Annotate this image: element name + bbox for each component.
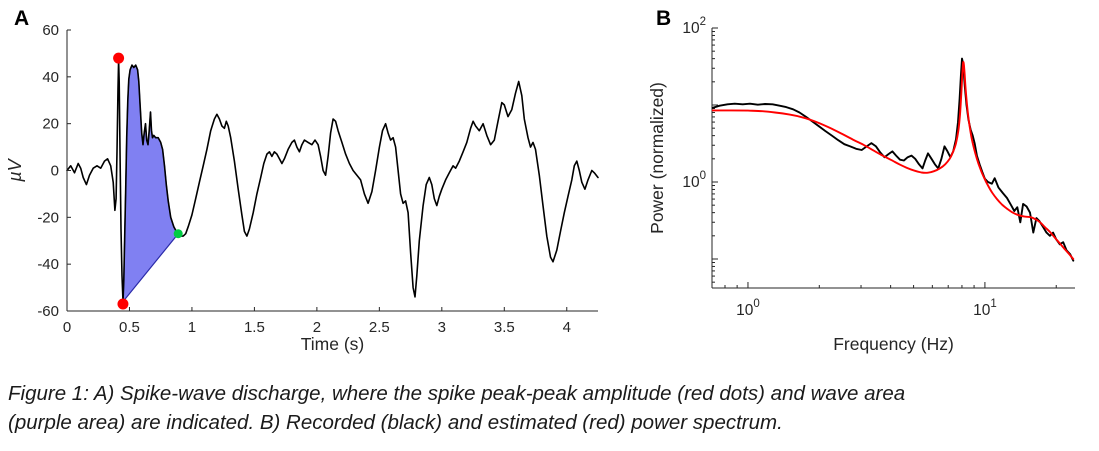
panel-a-ylabel: µV bbox=[5, 157, 25, 182]
panel-a-xtick-label: 3.5 bbox=[494, 319, 515, 336]
estimated-spectrum-line bbox=[711, 61, 1075, 260]
caption-line-1: Figure 1: A) Spike-wave discharge, where… bbox=[8, 382, 906, 405]
panel-a-xtick-label: 4 bbox=[563, 319, 571, 336]
panel-a-xlabel: Time (s) bbox=[301, 334, 365, 354]
spike-peak-dot bbox=[113, 52, 125, 64]
panel-b-chart: 100 101 100 102 Frequency (Hz) Power (normali… bbox=[647, 16, 1075, 354]
panel-b-axes bbox=[711, 27, 1075, 289]
panel-b-xlabel: Frequency (Hz) bbox=[833, 334, 954, 354]
panel-b-ylabel: Power (normalized) bbox=[647, 82, 667, 234]
eeg-trace bbox=[66, 59, 599, 303]
panel-a-ytick-label: -20 bbox=[37, 209, 59, 226]
caption-line-2: (purple area) are indicated. B) Recorded… bbox=[8, 411, 783, 434]
wave-area-fill bbox=[122, 64, 179, 303]
panel-a-xtick-label: 0.5 bbox=[119, 319, 140, 336]
panel-b-ytick-label: 100 bbox=[682, 170, 706, 191]
panel-a-chart: 0 0.5 1 1.5 2 2.5 3 3.5 4 -60 -40 -20 0 20 40 60 Time (s… bbox=[5, 22, 599, 354]
panel-a-xtick-label: 3 bbox=[438, 319, 446, 336]
panel-b-ytick-label: 102 bbox=[682, 16, 706, 37]
spike-trough-dot bbox=[117, 298, 129, 310]
panel-a-ytick-label: 20 bbox=[42, 116, 59, 133]
recorded-spectrum-line bbox=[711, 57, 1075, 262]
panel-a-ytick-label: -60 bbox=[37, 303, 59, 320]
panel-a-ytick-label: 40 bbox=[42, 69, 59, 86]
panel-a-ytick-label: 0 bbox=[51, 163, 59, 180]
panel-a-xtick-label: 0 bbox=[63, 319, 71, 336]
panel-a-xtick-label: 1.5 bbox=[244, 319, 265, 336]
wave-end-dot bbox=[173, 229, 183, 239]
figure-caption: Figure 1: A) Spike-wave discharge, where… bbox=[8, 379, 905, 437]
panel-a-ytick-label: 60 bbox=[42, 22, 59, 39]
panel-a-xtick-label: 2.5 bbox=[369, 319, 390, 336]
panel-a-axes bbox=[66, 29, 598, 312]
panel-a-label: A bbox=[14, 7, 30, 30]
panel-b-xtick-label: 101 bbox=[973, 298, 997, 319]
panel-b-xtick-label: 100 bbox=[736, 298, 760, 319]
panel-a-xtick-label: 2 bbox=[313, 319, 321, 336]
panel-b-label: B bbox=[656, 7, 672, 30]
charts-canvas: 0 0.5 1 1.5 2 2.5 3 3.5 4 -60 -40 -20 0 20 40 60 Time (s… bbox=[5, 16, 1075, 354]
panel-a-ytick-label: -40 bbox=[37, 256, 59, 273]
panel-a-xtick-label: 1 bbox=[188, 319, 196, 336]
